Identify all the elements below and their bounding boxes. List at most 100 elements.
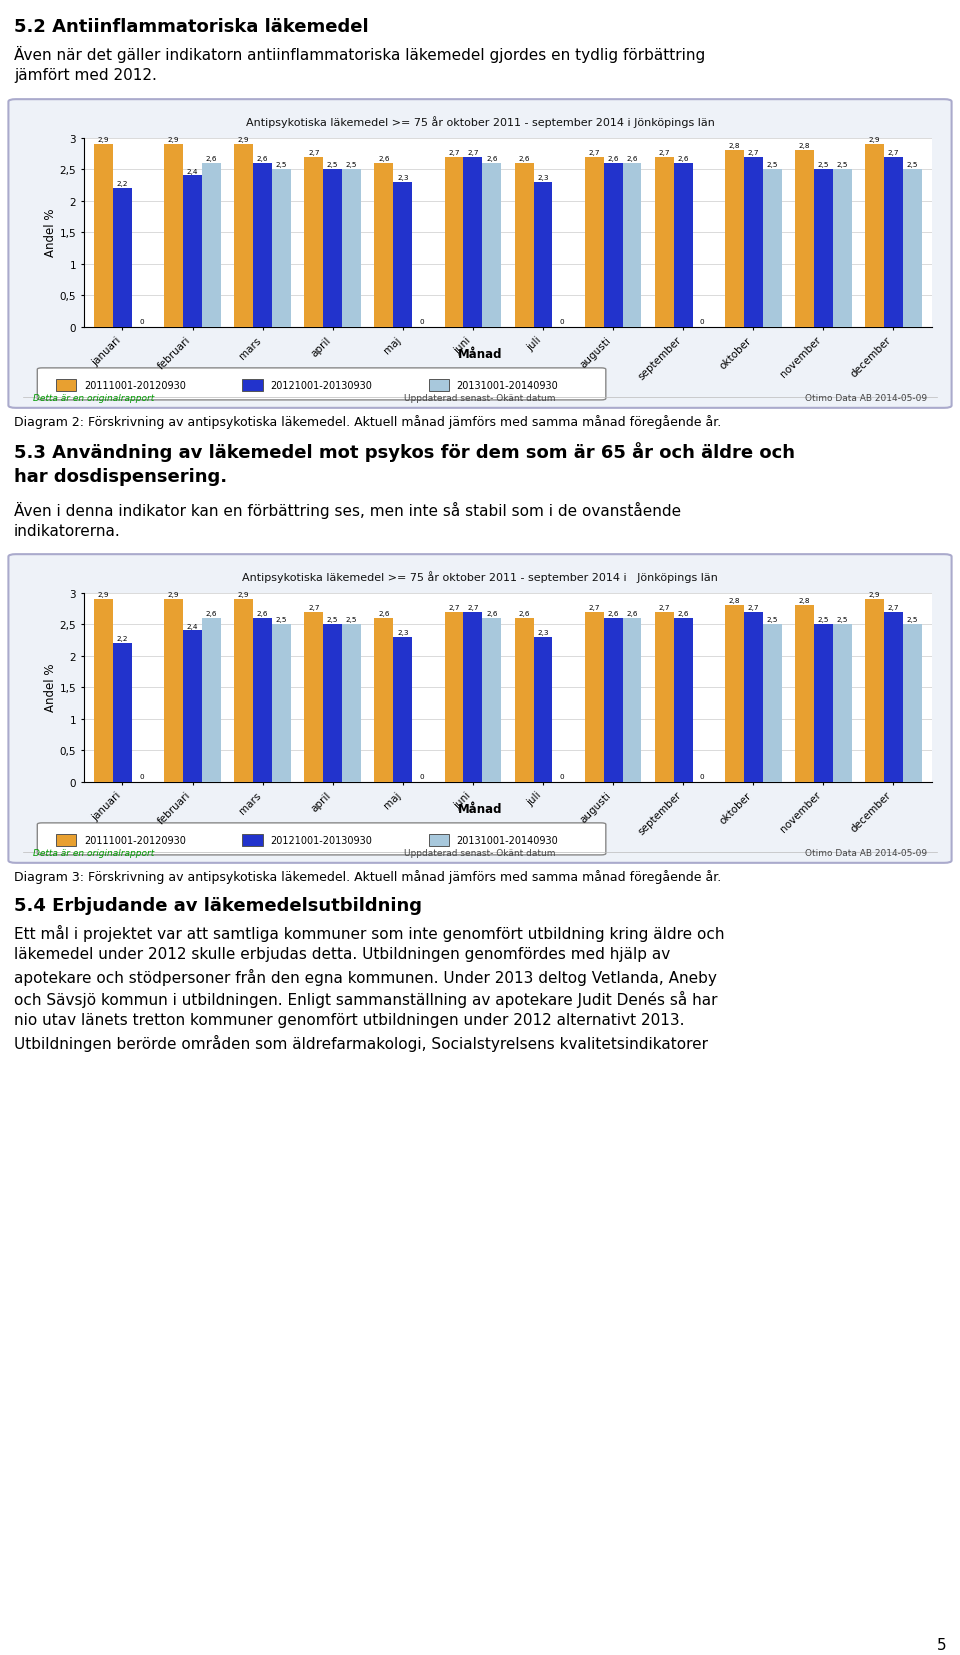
- Text: 2,7: 2,7: [468, 149, 479, 156]
- Text: nio utav länets tretton kommuner genomfört utbildningen under 2012 alternativt 2: nio utav länets tretton kommuner genomfö…: [14, 1013, 684, 1028]
- Text: 2,9: 2,9: [869, 137, 880, 142]
- Bar: [202, 619, 221, 783]
- Bar: [674, 619, 693, 783]
- Text: 2,7: 2,7: [888, 604, 900, 611]
- Bar: [515, 164, 534, 328]
- Text: 2,7: 2,7: [659, 604, 670, 611]
- Bar: [833, 170, 852, 328]
- Text: 2,5: 2,5: [327, 617, 339, 622]
- Text: 20121001-20130930: 20121001-20130930: [271, 381, 372, 391]
- Text: 2,6: 2,6: [518, 156, 530, 162]
- Text: 0: 0: [560, 319, 564, 324]
- Text: Även i denna indikator kan en förbättring ses, men inte så stabil som i de ovans: Även i denna indikator kan en förbättrin…: [14, 501, 682, 518]
- Text: 2,5: 2,5: [836, 162, 848, 169]
- Text: 2,9: 2,9: [168, 137, 180, 142]
- Bar: [884, 157, 903, 328]
- Text: 5.4 Erbjudande av läkemedelsutbildning: 5.4 Erbjudande av läkemedelsutbildning: [14, 897, 422, 915]
- Bar: [324, 170, 342, 328]
- Bar: [342, 624, 361, 783]
- Text: 2,6: 2,6: [608, 611, 619, 617]
- Bar: [113, 189, 132, 328]
- Text: 2,6: 2,6: [378, 611, 390, 617]
- FancyBboxPatch shape: [37, 824, 606, 856]
- Text: 0: 0: [139, 773, 144, 780]
- Y-axis label: Andel %: Andel %: [44, 664, 57, 712]
- Text: 20131001-20140930: 20131001-20140930: [457, 836, 559, 846]
- Text: 2,7: 2,7: [308, 149, 320, 156]
- Bar: [604, 164, 623, 328]
- Text: indikatorerna.: indikatorerna.: [14, 523, 121, 538]
- Bar: [795, 606, 814, 783]
- Text: 2,7: 2,7: [748, 149, 759, 156]
- Text: 2,9: 2,9: [98, 591, 109, 597]
- Text: Diagram 2: Förskrivning av antipsykotiska läkemedel. Aktuell månad jämförs med s: Diagram 2: Förskrivning av antipsykotisk…: [14, 415, 721, 429]
- Text: 2,7: 2,7: [659, 149, 670, 156]
- Bar: [725, 151, 744, 328]
- Text: 0: 0: [700, 773, 705, 780]
- Bar: [113, 644, 132, 783]
- Text: 2,8: 2,8: [729, 597, 740, 604]
- Text: Även när det gäller indikatorn antiinflammatoriska läkemedel gjordes en tydlig f: Även när det gäller indikatorn antiinfla…: [14, 46, 706, 63]
- Text: 2,2: 2,2: [117, 636, 129, 642]
- Text: Antipsykotiska läkemedel >= 75 år oktober 2011 - september 2014 i   Jönköpings l: Antipsykotiska läkemedel >= 75 år oktobe…: [242, 571, 718, 583]
- Text: 2,3: 2,3: [397, 629, 409, 636]
- Bar: [515, 619, 534, 783]
- Text: Uppdaterad senast- Okänt datum: Uppdaterad senast- Okänt datum: [404, 849, 556, 857]
- Bar: [234, 599, 253, 783]
- Bar: [534, 182, 552, 328]
- Text: 20111001-20120930: 20111001-20120930: [84, 836, 186, 846]
- Text: 2,6: 2,6: [678, 611, 689, 617]
- Bar: [242, 834, 263, 846]
- Text: 2,4: 2,4: [187, 169, 199, 174]
- Text: 20121001-20130930: 20121001-20130930: [271, 836, 372, 846]
- Text: Uppdaterad senast- Okänt datum: Uppdaterad senast- Okänt datum: [404, 394, 556, 404]
- Y-axis label: Andel %: Andel %: [44, 209, 57, 257]
- Bar: [242, 381, 263, 392]
- Bar: [604, 619, 623, 783]
- Bar: [56, 381, 77, 392]
- Text: Otimo Data AB 2014-05-09: Otimo Data AB 2014-05-09: [805, 394, 927, 404]
- Text: 2,9: 2,9: [238, 137, 250, 142]
- Text: 0: 0: [139, 319, 144, 324]
- Text: Diagram 3: Förskrivning av antipsykotiska läkemedel. Aktuell månad jämförs med s: Diagram 3: Förskrivning av antipsykotisk…: [14, 869, 721, 884]
- Text: 2,3: 2,3: [538, 629, 549, 636]
- Text: 2,9: 2,9: [238, 591, 250, 597]
- Text: Ett mål i projektet var att samtliga kommuner som inte genomfört utbildning krin: Ett mål i projektet var att samtliga kom…: [14, 925, 725, 942]
- Text: 2,7: 2,7: [448, 604, 460, 611]
- Text: 0: 0: [700, 319, 705, 324]
- Text: 2,5: 2,5: [766, 162, 778, 169]
- Text: 2,5: 2,5: [836, 617, 848, 622]
- Bar: [795, 151, 814, 328]
- Text: 5.3 Användning av läkemedel mot psykos för dem som är 65 år och äldre och: 5.3 Användning av läkemedel mot psykos f…: [14, 442, 795, 462]
- Bar: [183, 631, 202, 783]
- Text: 2,9: 2,9: [168, 591, 180, 597]
- Text: 20131001-20140930: 20131001-20140930: [457, 381, 559, 391]
- Bar: [272, 170, 291, 328]
- Text: 2,6: 2,6: [608, 156, 619, 162]
- Bar: [482, 619, 501, 783]
- Bar: [725, 606, 744, 783]
- Bar: [865, 599, 884, 783]
- Bar: [655, 612, 674, 783]
- Text: 2,5: 2,5: [346, 162, 357, 169]
- Text: 2,6: 2,6: [257, 156, 269, 162]
- Bar: [464, 157, 482, 328]
- Text: Antipsykotiska läkemedel >= 75 år oktober 2011 - september 2014 i Jönköpings län: Antipsykotiska läkemedel >= 75 år oktobe…: [246, 116, 714, 127]
- Bar: [56, 834, 77, 846]
- Text: 2,5: 2,5: [818, 162, 829, 169]
- Text: 0: 0: [420, 319, 424, 324]
- Bar: [833, 624, 852, 783]
- Bar: [94, 146, 113, 328]
- Bar: [164, 146, 183, 328]
- Text: och Sävsjö kommun i utbildningen. Enligt sammanställning av apotekare Judit Dené: och Sävsjö kommun i utbildningen. Enligt…: [14, 990, 717, 1008]
- Bar: [482, 164, 501, 328]
- Text: 2,8: 2,8: [799, 144, 810, 149]
- Text: 2,7: 2,7: [588, 604, 600, 611]
- Bar: [394, 637, 412, 783]
- Text: 5: 5: [936, 1637, 946, 1652]
- Text: 2,7: 2,7: [448, 149, 460, 156]
- Text: 5.2 Antiinflammatoriska läkemedel: 5.2 Antiinflammatoriska läkemedel: [14, 18, 369, 36]
- Bar: [814, 624, 833, 783]
- Text: 2,9: 2,9: [98, 137, 109, 142]
- Text: 2,6: 2,6: [378, 156, 390, 162]
